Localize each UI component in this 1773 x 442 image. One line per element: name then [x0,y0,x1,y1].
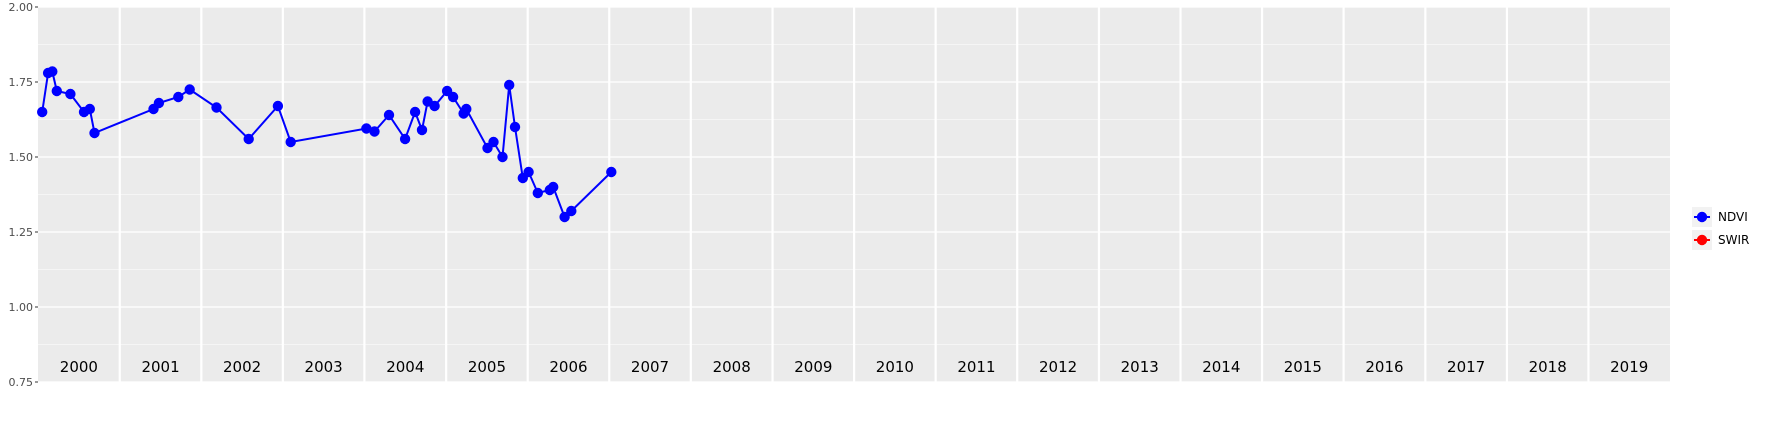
data-point-ndvi [285,136,296,148]
year-label: 2002 [223,358,261,376]
year-labels: 2000 2001 2002 2003 2004 2005 2006 2007 2008 2009… [60,358,1649,376]
year-label: 2013 [1121,358,1159,376]
data-point-ndvi [173,91,184,103]
grid-lines [38,6,1670,383]
year-label: 2018 [1529,358,1567,376]
legend-key-ndvi [1696,211,1708,223]
data-point-ndvi [361,123,372,134]
year-label: 2017 [1447,358,1485,376]
year-label: 2019 [1610,358,1648,376]
year-label: 2008 [713,358,751,376]
data-point-ndvi [399,133,411,145]
data-point-ndvi [559,211,570,223]
year-label: 2010 [876,358,914,376]
year-label: 2001 [141,358,179,376]
year-label: 2016 [1365,358,1403,376]
data-point-ndvi [47,66,58,77]
y-tick-label: 1.00 [9,301,34,314]
data-point-ndvi [504,79,515,91]
data-point-ndvi [383,109,395,121]
y-axis: 0.75 1.00 1.25 1.50 1.75 2.00 [9,1,38,389]
data-point-ndvi [497,151,508,163]
data-point-ndvi [429,100,440,112]
data-point-ndvi [184,84,195,95]
series-points [37,66,617,223]
data-point-ndvi [153,97,165,109]
data-point-ndvi [243,133,254,145]
legend-key-swir [1696,234,1708,246]
data-point-ndvi [416,124,428,136]
year-label: 2005 [468,358,506,376]
year-label: 2009 [794,358,832,376]
data-point-ndvi [461,103,472,115]
data-point-ndvi [488,136,499,148]
year-label: 2011 [957,358,995,376]
data-point-ndvi [211,102,222,113]
year-label: 2007 [631,358,669,376]
data-point-ndvi [548,181,559,193]
year-label: 2003 [305,358,343,376]
year-label: 2015 [1284,358,1322,376]
data-point-ndvi [84,103,96,115]
year-label: 2012 [1039,358,1077,376]
y-tick-label: 0.75 [9,376,34,389]
y-tick-label: 1.75 [9,76,34,89]
y-tick-label: 1.25 [9,226,34,239]
y-tick-label: 2.00 [9,1,34,14]
data-point-ndvi [523,166,534,178]
year-label: 2000 [60,358,98,376]
year-label: 2006 [549,358,587,376]
legend: NDVI SWIR [1692,207,1749,250]
data-point-ndvi [509,121,521,133]
data-point-ndvi [566,205,577,217]
legend-label-swir: SWIR [1718,233,1749,247]
data-point-ndvi [532,187,543,199]
data-point-ndvi [409,106,421,118]
data-point-ndvi [65,88,76,100]
data-point-ndvi [369,126,380,137]
legend-label-ndvi: NDVI [1718,210,1748,224]
data-point-ndvi [606,166,617,178]
year-label: 2004 [386,358,424,376]
data-point-ndvi [447,91,459,103]
data-point-ndvi [272,100,284,112]
data-point-ndvi [51,85,62,97]
y-tick-label: 1.50 [9,151,34,164]
data-point-ndvi [89,127,100,139]
year-label: 2014 [1202,358,1240,376]
data-point-ndvi [37,106,48,118]
